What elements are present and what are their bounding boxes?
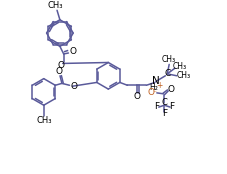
Text: CH₃: CH₃ xyxy=(161,55,175,64)
Text: O: O xyxy=(55,68,62,77)
Text: N: N xyxy=(151,77,159,86)
Text: +: + xyxy=(156,81,162,90)
Text: O: O xyxy=(133,92,140,101)
Text: O: O xyxy=(147,88,154,97)
Text: CH₃: CH₃ xyxy=(172,62,186,71)
Text: O: O xyxy=(57,61,64,70)
Text: CH₃: CH₃ xyxy=(175,71,190,80)
Text: ⁻: ⁻ xyxy=(152,88,156,97)
Text: C: C xyxy=(163,69,170,78)
Text: CH₃: CH₃ xyxy=(47,1,63,10)
Text: C: C xyxy=(161,98,167,107)
Text: CH₃: CH₃ xyxy=(36,116,51,125)
Text: O: O xyxy=(70,82,77,91)
Text: O: O xyxy=(167,85,174,94)
Text: F: F xyxy=(154,102,159,111)
Text: H₂: H₂ xyxy=(149,83,158,92)
Text: O: O xyxy=(69,47,76,56)
Text: F: F xyxy=(169,102,174,111)
Text: F: F xyxy=(161,109,166,118)
